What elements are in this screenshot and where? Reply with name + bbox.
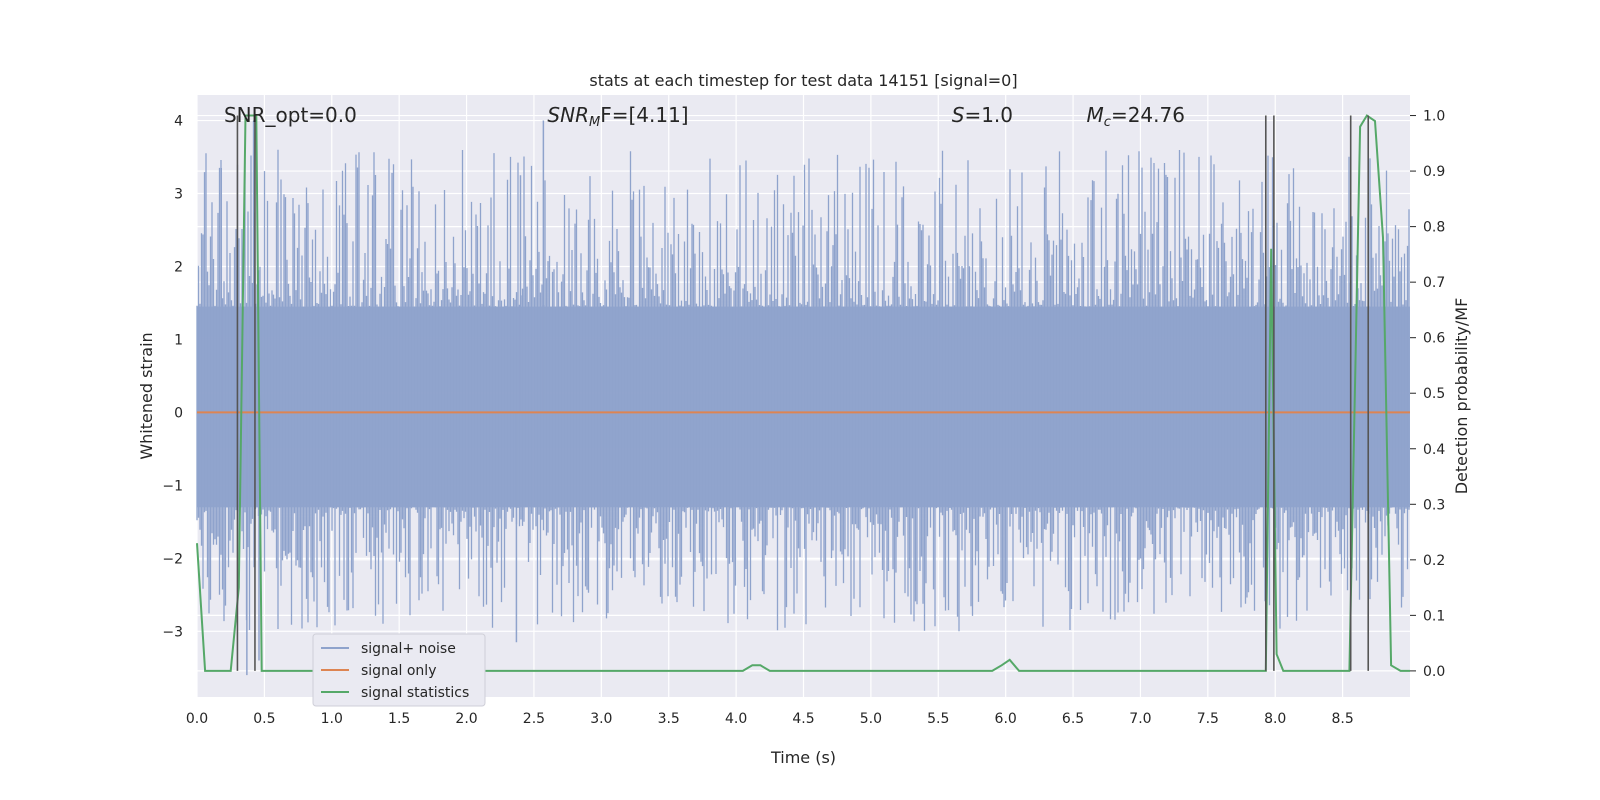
annotation-mc-main: M <box>1087 103 1104 127</box>
right-y-tick-label: 1.0 <box>1423 109 1445 125</box>
right-y-axis-label: Detection probability/MF <box>1452 298 1471 495</box>
x-tick-label: 6.0 <box>995 711 1017 727</box>
left-y-tick-label: 1 <box>174 332 183 348</box>
annotation-s-main: S <box>952 103 965 127</box>
x-tick-label: 1.0 <box>321 711 343 727</box>
x-tick-label: 1.5 <box>388 711 410 727</box>
annotation-mc-sub: c <box>1104 115 1111 130</box>
right-y-axis-ticks: 0.0 0.1 0.2 0.3 0.4 0.5 0.6 0.7 0.8 0.9 1.0 <box>1410 109 1445 680</box>
annotation-mc-rest: =24.76 <box>1111 103 1185 127</box>
x-axis-label: Time (s) <box>770 748 836 767</box>
left-y-tick-label: 0 <box>174 405 183 421</box>
right-y-tick-label: 0.9 <box>1423 164 1445 180</box>
x-tick-label: 0.0 <box>186 711 208 727</box>
left-y-axis-label: Whitened strain <box>137 332 156 459</box>
right-y-tick-label: 0.2 <box>1423 553 1445 569</box>
x-tick-label: 2.5 <box>523 711 545 727</box>
right-y-tick-label: 0.0 <box>1423 664 1445 680</box>
right-y-tick-label: 0.7 <box>1423 275 1445 291</box>
right-y-tick-label: 0.5 <box>1423 386 1445 402</box>
left-y-tick-label: 2 <box>174 259 183 275</box>
x-tick-label: 8.0 <box>1264 711 1286 727</box>
legend-label: signal statistics <box>361 685 469 701</box>
annotation-snr-mf-rest: F=[4.11] <box>600 103 688 127</box>
x-tick-label: 7.5 <box>1197 711 1219 727</box>
x-tick-label: 5.5 <box>927 711 949 727</box>
annotation-s: S=1.0 <box>952 103 1013 127</box>
annotation-mc: Mc=24.76 <box>1087 103 1185 130</box>
x-tick-label: 3.5 <box>658 711 680 727</box>
x-tick-label: 4.0 <box>725 711 747 727</box>
series-group <box>196 114 1410 672</box>
x-tick-label: 2.0 <box>455 711 477 727</box>
x-tick-label: 8.5 <box>1331 711 1353 727</box>
left-y-tick-label: −1 <box>162 478 183 494</box>
annotation-snr-mf-sub: M <box>589 115 600 130</box>
x-tick-label: 6.5 <box>1062 711 1084 727</box>
annotation-snr-opt: SNR_opt=0.0 <box>224 103 357 127</box>
annotation-snr-mf-main: SNR <box>547 103 589 127</box>
left-y-tick-label: −2 <box>162 551 183 567</box>
left-y-axis-ticks: −3 −2 −1 0 1 2 3 4 <box>162 114 183 641</box>
legend-box <box>312 633 486 707</box>
right-y-tick-label: 0.3 <box>1423 497 1445 513</box>
x-tick-label: 7.0 <box>1129 711 1151 727</box>
legend-label: signal+ noise <box>361 641 456 657</box>
annotation-s-rest: =1.0 <box>964 103 1013 127</box>
annotation-snr-mf: SNRMF=[4.11] <box>547 103 688 130</box>
right-y-tick-label: 0.4 <box>1423 442 1445 458</box>
right-y-tick-label: 0.8 <box>1423 220 1445 236</box>
x-tick-label: 5.0 <box>860 711 882 727</box>
right-y-tick-label: 0.6 <box>1423 331 1445 347</box>
legend: signal+ noise signal only signal statistic… <box>312 633 486 707</box>
x-axis-ticks: 0.0 0.5 1.0 1.5 2.0 2.5 3.0 3.5 4.0 4.5 5.0 5.5 6.0 6… <box>186 711 1354 727</box>
left-y-tick-label: 4 <box>174 114 183 130</box>
x-tick-label: 0.5 <box>253 711 275 727</box>
right-y-tick-label: 0.1 <box>1423 608 1445 624</box>
signal-noise-series <box>196 120 1410 676</box>
x-tick-label: 4.5 <box>792 711 814 727</box>
left-y-tick-label: −3 <box>162 624 183 640</box>
series-line-signal-statistics <box>196 114 1410 672</box>
chart-title: stats at each timestep for test data 141… <box>589 71 1017 90</box>
vertical-markers <box>236 115 1370 671</box>
legend-label: signal only <box>361 663 436 679</box>
x-tick-label: 3.0 <box>590 711 612 727</box>
left-y-tick-label: 3 <box>174 187 183 203</box>
